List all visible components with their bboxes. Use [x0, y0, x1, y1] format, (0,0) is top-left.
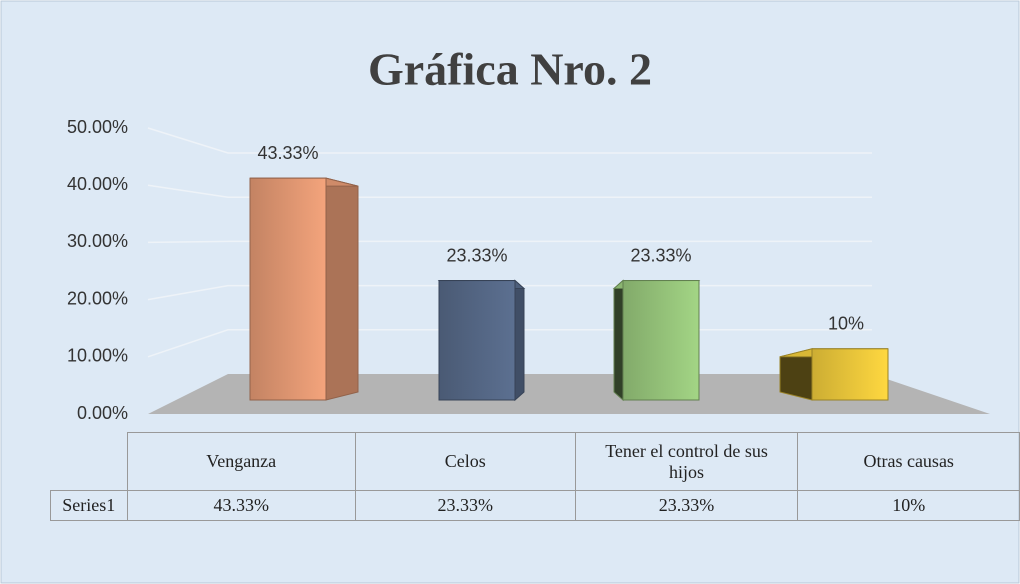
- bar: [811, 348, 889, 401]
- data-label: 23.33%: [446, 245, 507, 265]
- bar-side: [613, 279, 624, 402]
- y-tick-label: 40.00%: [67, 174, 128, 194]
- data-label: 10%: [828, 314, 864, 334]
- y-tick-label: 50.00%: [67, 117, 128, 137]
- y-tick-label: 20.00%: [67, 288, 128, 308]
- data-table: Venganza Celos Tener el control de sus hij…: [50, 432, 1020, 521]
- table-category: Otras causas: [797, 432, 1020, 491]
- grid-line: [147, 240, 872, 244]
- table-category: Tener el control de sus hijos: [574, 432, 799, 491]
- y-tick-label: 0.00%: [77, 403, 128, 423]
- bar-side: [514, 279, 525, 402]
- table-category: Celos: [354, 432, 576, 491]
- y-tick-label: 10.00%: [67, 346, 128, 366]
- chart-title: Gráfica Nro. 2: [368, 44, 652, 95]
- bar: [249, 177, 327, 401]
- table-value: 43.33%: [126, 490, 356, 521]
- bar: [622, 280, 700, 401]
- table-corner: [50, 432, 128, 491]
- grid-line: [147, 184, 872, 198]
- table-category: Venganza: [126, 432, 356, 491]
- table-header-row: Venganza Celos Tener el control de sus hij…: [50, 432, 1020, 491]
- table-value: 10%: [797, 490, 1020, 521]
- bar-side: [325, 177, 359, 401]
- table-value: 23.33%: [574, 490, 799, 521]
- grid-line: [147, 127, 872, 154]
- table-series-name: Series1: [50, 490, 128, 521]
- bar: [438, 280, 516, 401]
- table-value: 23.33%: [354, 490, 576, 521]
- data-label: 23.33%: [630, 245, 691, 265]
- table-value-row: Series1 43.33% 23.33% 23.33% 10%: [50, 490, 1020, 521]
- data-label: 43.33%: [257, 143, 318, 163]
- y-tick-label: 30.00%: [67, 231, 128, 251]
